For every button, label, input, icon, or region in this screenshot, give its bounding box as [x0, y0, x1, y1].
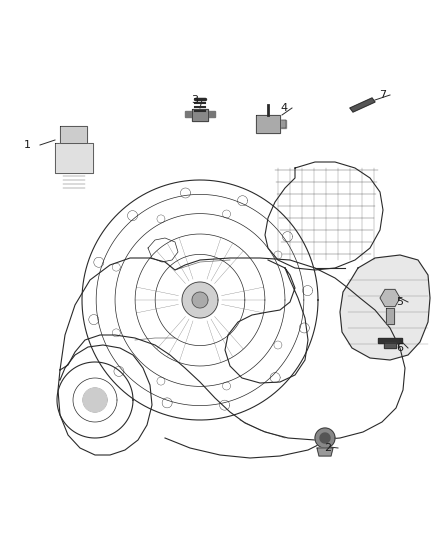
Polygon shape [340, 255, 430, 360]
Polygon shape [317, 448, 333, 456]
Polygon shape [208, 111, 215, 117]
Polygon shape [378, 338, 402, 343]
Text: 1: 1 [24, 140, 31, 150]
Polygon shape [386, 308, 394, 324]
Polygon shape [320, 433, 330, 443]
Polygon shape [384, 343, 396, 348]
Text: 6: 6 [396, 343, 403, 353]
Polygon shape [256, 115, 280, 133]
Text: 5: 5 [396, 297, 403, 307]
Polygon shape [192, 109, 208, 121]
Polygon shape [185, 111, 192, 117]
Polygon shape [350, 98, 375, 112]
Polygon shape [280, 120, 286, 128]
Polygon shape [380, 289, 400, 306]
Polygon shape [182, 282, 218, 318]
Polygon shape [55, 143, 93, 173]
Polygon shape [192, 292, 208, 308]
Polygon shape [60, 126, 87, 143]
Polygon shape [315, 428, 335, 448]
Text: 4: 4 [280, 103, 288, 113]
Text: 7: 7 [379, 90, 387, 100]
Text: 3: 3 [191, 95, 198, 105]
Text: 2: 2 [325, 443, 332, 453]
Polygon shape [83, 388, 107, 412]
